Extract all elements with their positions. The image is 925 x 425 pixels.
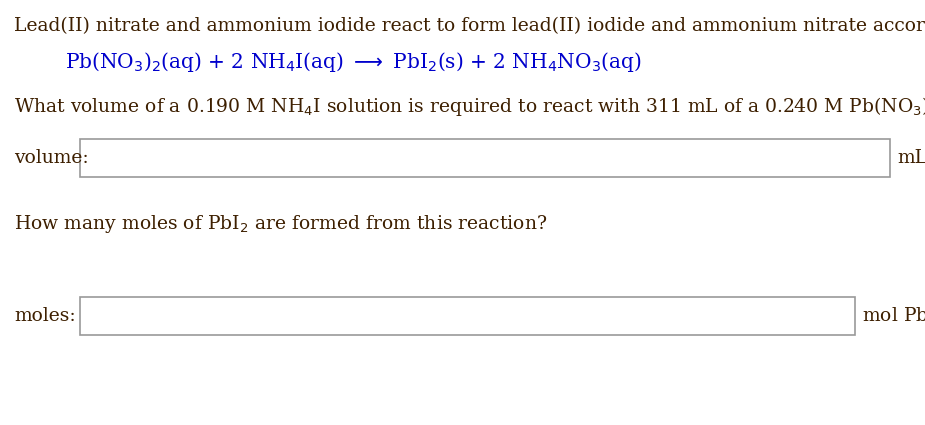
Text: volume:: volume:: [14, 149, 89, 167]
Text: mol PbI$_2$: mol PbI$_2$: [862, 305, 925, 327]
Text: Lead(II) nitrate and ammonium iodide react to form lead(II) iodide and ammonium : Lead(II) nitrate and ammonium iodide rea…: [14, 17, 925, 35]
Text: Pb(NO$_3$)$_2$(aq) + 2 NH$_4$I(aq) $\longrightarrow$ PbI$_2$(s) + 2 NH$_4$NO$_3$: Pb(NO$_3$)$_2$(aq) + 2 NH$_4$I(aq) $\lon…: [65, 50, 642, 74]
Text: How many moles of PbI$_2$ are formed from this reaction?: How many moles of PbI$_2$ are formed fro…: [14, 213, 548, 235]
Text: moles:: moles:: [14, 307, 76, 325]
Text: What volume of a 0.190 M NH$_4$I solution is required to react with 311 mL of a : What volume of a 0.190 M NH$_4$I solutio…: [14, 95, 925, 118]
Text: mL: mL: [897, 149, 925, 167]
FancyBboxPatch shape: [80, 139, 890, 177]
FancyBboxPatch shape: [80, 297, 855, 335]
